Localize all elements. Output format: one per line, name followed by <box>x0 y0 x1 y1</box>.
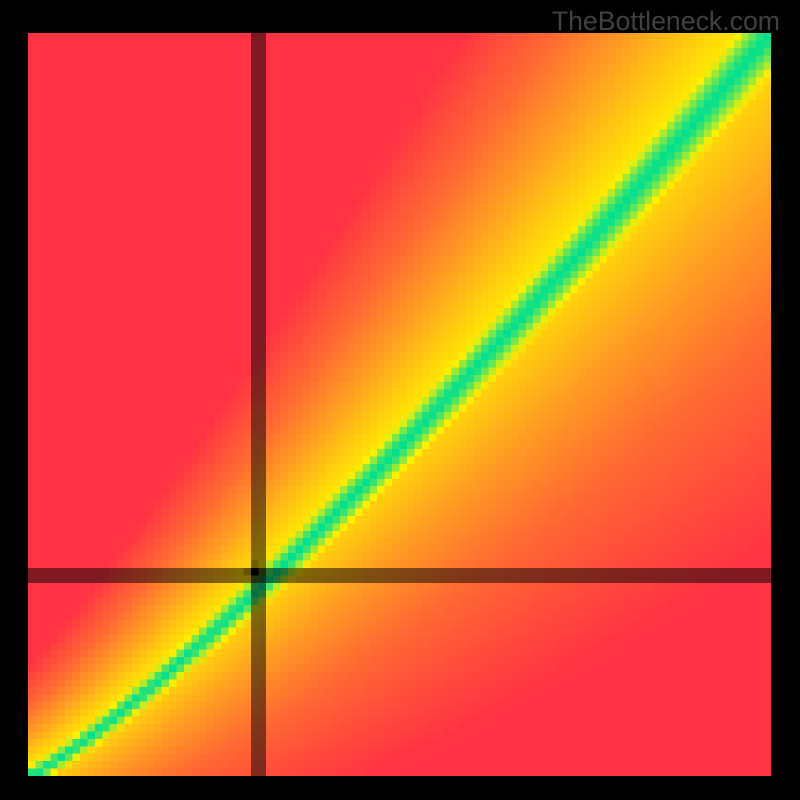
watermark-label: TheBottleneck.com <box>552 6 780 37</box>
chart-root: { "watermark": { "text": "TheBottleneck.… <box>0 0 800 800</box>
bottleneck-heatmap <box>28 33 771 776</box>
